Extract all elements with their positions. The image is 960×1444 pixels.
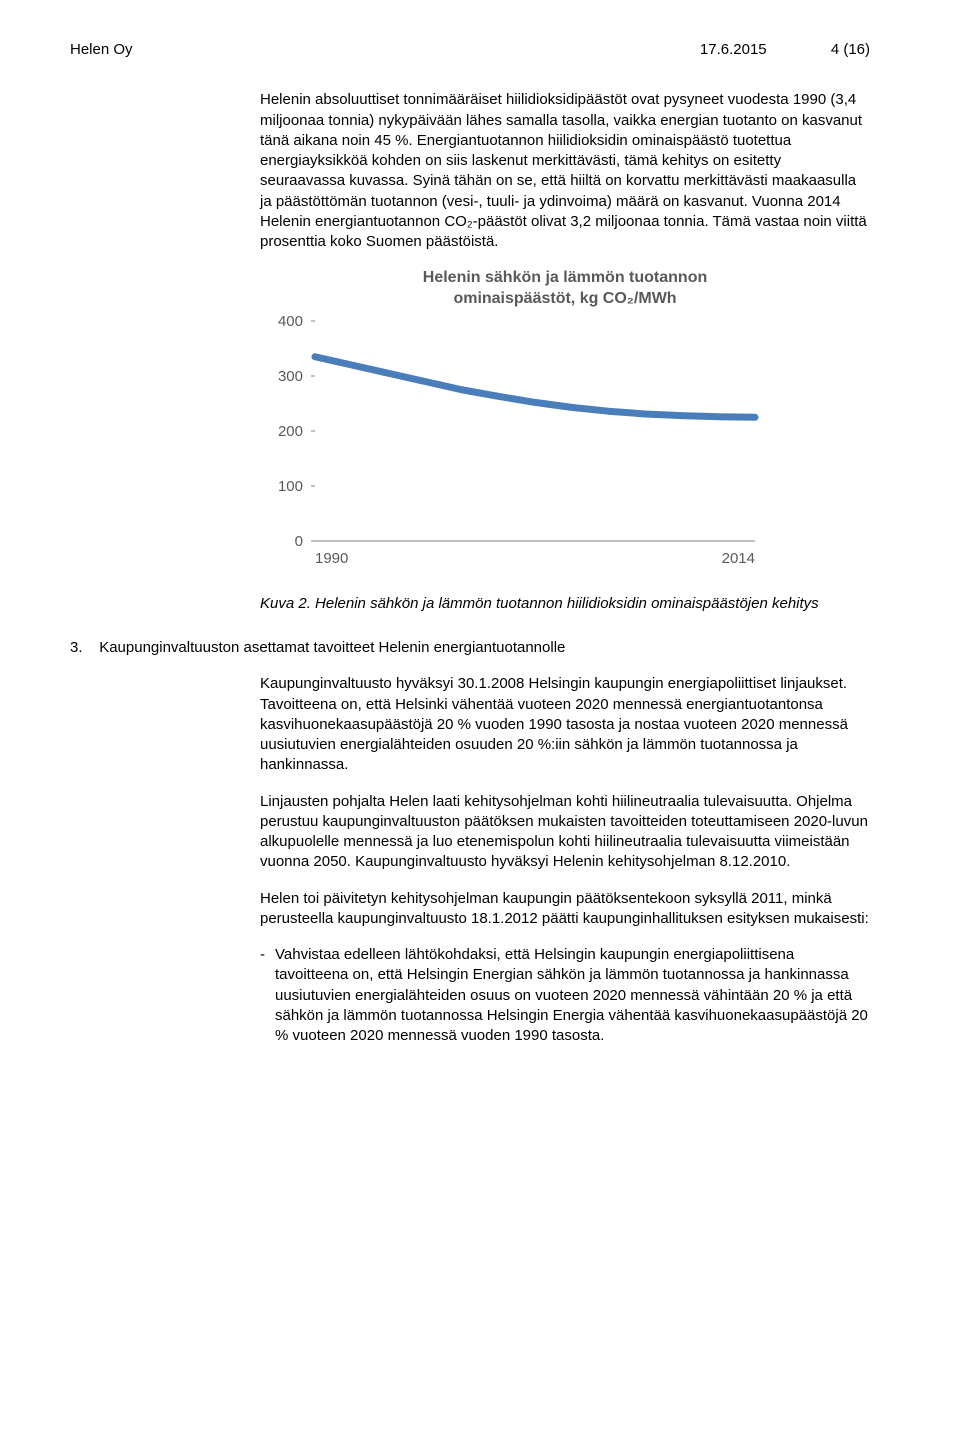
bullet-item-1: - Vahvistaa edelleen lähtökohdaksi, että… — [260, 945, 870, 1046]
section-number: 3. — [70, 639, 83, 656]
chart-title: Helenin sähkön ja lämmön tuotannon omina… — [260, 268, 870, 310]
header-right: 17.6.2015 4 (16) — [700, 40, 870, 60]
chart-title-line1: Helenin sähkön ja lämmön tuotannon — [423, 269, 707, 286]
section-title: Kaupunginvaltuuston asettamat tavoitteet… — [99, 639, 565, 656]
chart-title-line2: ominaispäästöt, kg CO₂/MWh — [453, 290, 676, 307]
svg-text:200: 200 — [278, 423, 303, 440]
paragraph-2: Kaupunginvaltuusto hyväksyi 30.1.2008 He… — [260, 674, 870, 775]
bullet-text-1: Vahvistaa edelleen lähtökohdaksi, että H… — [275, 945, 870, 1046]
svg-text:2014: 2014 — [722, 550, 755, 567]
doc-date: 17.6.2015 — [700, 40, 767, 60]
svg-text:300: 300 — [278, 368, 303, 385]
paragraph-3: Linjausten pohjalta Helen laati kehityso… — [260, 792, 870, 873]
body-column: Helenin absoluuttiset tonnimääräiset hii… — [260, 90, 870, 614]
bullet-dash: - — [260, 945, 265, 1046]
chart-svg: 0 100 200 300 400 1990 2014 — [260, 316, 770, 576]
figure-caption: Kuva 2. Helenin sähkön ja lämmön tuotann… — [260, 594, 870, 614]
section-3-heading: 3. Kaupunginvaltuuston asettamat tavoitt… — [70, 638, 870, 658]
document-page: Helen Oy 17.6.2015 4 (16) Helenin absolu… — [0, 0, 960, 1096]
bullet-list: - Vahvistaa edelleen lähtökohdaksi, että… — [260, 945, 870, 1046]
emissions-chart: Helenin sähkön ja lämmön tuotannon omina… — [260, 268, 870, 576]
page-number: 4 (16) — [831, 40, 870, 60]
svg-text:100: 100 — [278, 478, 303, 495]
svg-text:1990: 1990 — [315, 550, 348, 567]
svg-text:0: 0 — [295, 533, 303, 550]
paragraph-1: Helenin absoluuttiset tonnimääräiset hii… — [260, 90, 870, 252]
body-column-2: Kaupunginvaltuusto hyväksyi 30.1.2008 He… — [260, 674, 870, 1046]
paragraph-4: Helen toi päivitetyn kehitysohjelman kau… — [260, 889, 870, 930]
svg-text:400: 400 — [278, 316, 303, 330]
org-name: Helen Oy — [70, 40, 133, 60]
page-header: Helen Oy 17.6.2015 4 (16) — [70, 40, 870, 60]
